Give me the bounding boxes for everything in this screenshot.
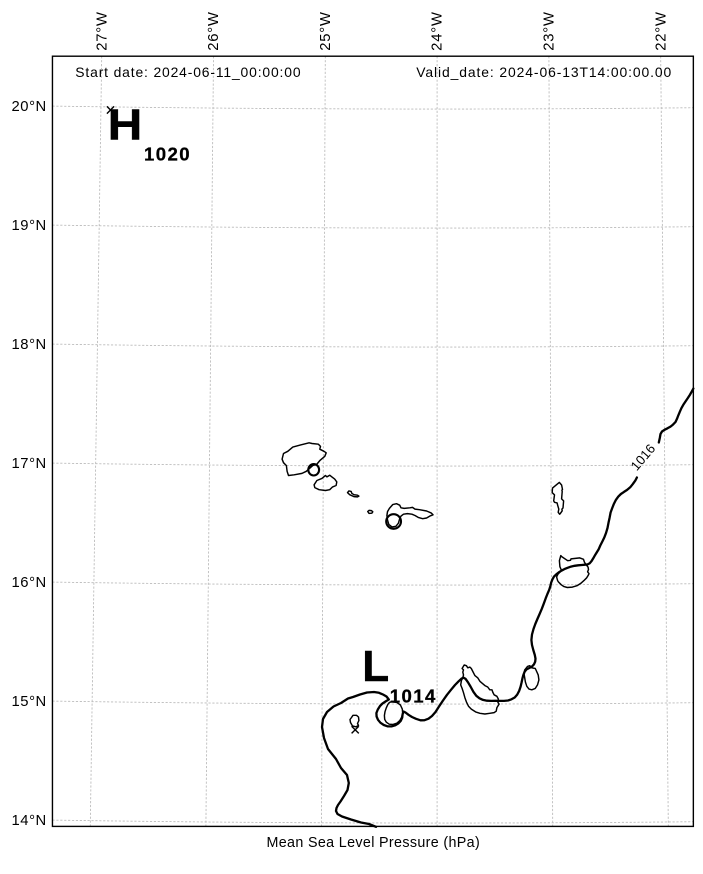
- svg-text:14°N: 14°N: [12, 813, 47, 829]
- svg-text:Valid_date: 2024-06-13T14:00:0: Valid_date: 2024-06-13T14:00:00.00: [416, 64, 672, 80]
- svg-text:20°N: 20°N: [12, 99, 47, 115]
- svg-text:18°N: 18°N: [12, 337, 47, 353]
- svg-text:25°W: 25°W: [318, 11, 334, 51]
- svg-text:L: L: [362, 642, 389, 691]
- svg-text:Mean Sea Level Pressure (hPa): Mean Sea Level Pressure (hPa): [267, 835, 481, 851]
- svg-text:23°W: 23°W: [542, 11, 558, 51]
- svg-text:27°W: 27°W: [94, 11, 110, 51]
- svg-text:16°N: 16°N: [12, 575, 47, 591]
- svg-text:24°W: 24°W: [430, 11, 446, 51]
- svg-text:22°W: 22°W: [653, 11, 669, 51]
- svg-text:15°N: 15°N: [12, 694, 47, 710]
- svg-text:1014: 1014: [390, 686, 437, 707]
- svg-text:1020: 1020: [144, 144, 191, 165]
- svg-text:26°W: 26°W: [206, 11, 222, 51]
- svg-text:H: H: [108, 101, 143, 150]
- svg-text:Start date: 2024-06-11_00:00:0: Start date: 2024-06-11_00:00:00: [75, 64, 301, 80]
- svg-text:19°N: 19°N: [12, 218, 47, 234]
- svg-text:17°N: 17°N: [12, 456, 47, 472]
